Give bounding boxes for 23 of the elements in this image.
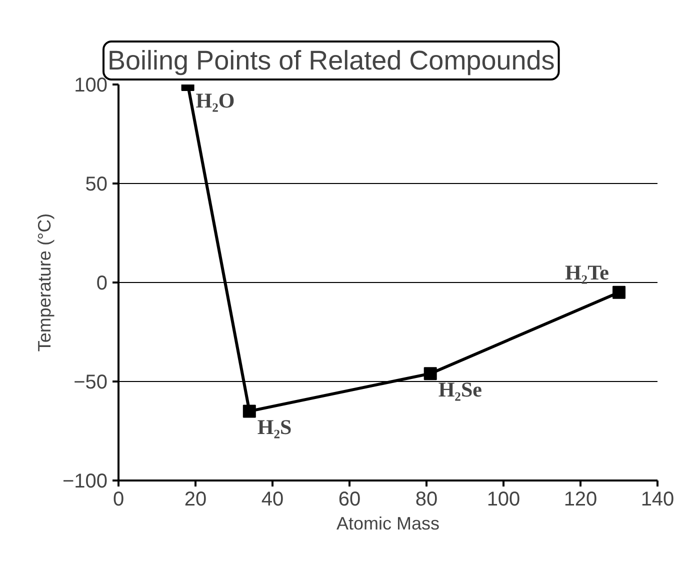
x-tick-label: 80 bbox=[415, 488, 438, 510]
point bbox=[242, 404, 256, 418]
y-axis-title: Temperature (°C) bbox=[34, 213, 54, 352]
y-tick-label: −100 bbox=[62, 470, 108, 492]
y-tick-label: −50 bbox=[74, 372, 108, 394]
x-tick-label: 60 bbox=[338, 488, 361, 510]
y-tick-label: 0 bbox=[96, 272, 108, 294]
annotation: H₂Se bbox=[438, 378, 482, 402]
x-tick-label: 100 bbox=[486, 488, 520, 510]
annotation: H₂O bbox=[196, 88, 235, 112]
point bbox=[424, 367, 437, 380]
x-tick-label: 0 bbox=[112, 488, 124, 510]
x-axis-title: Atomic Mass bbox=[336, 514, 440, 534]
y-tick-label: 100 bbox=[74, 74, 108, 96]
x-tick-label: 20 bbox=[184, 488, 207, 510]
chart-title: Boiling Points of Related Compounds bbox=[108, 46, 555, 76]
x-tick-label: 140 bbox=[640, 488, 674, 510]
annotation: H₂S bbox=[257, 415, 292, 440]
point bbox=[612, 286, 626, 299]
x-tick-label: 120 bbox=[564, 488, 598, 510]
x-tick-label: 40 bbox=[261, 488, 284, 510]
annotation: H₂Te bbox=[564, 260, 609, 284]
y-tick-label: 50 bbox=[85, 174, 108, 196]
